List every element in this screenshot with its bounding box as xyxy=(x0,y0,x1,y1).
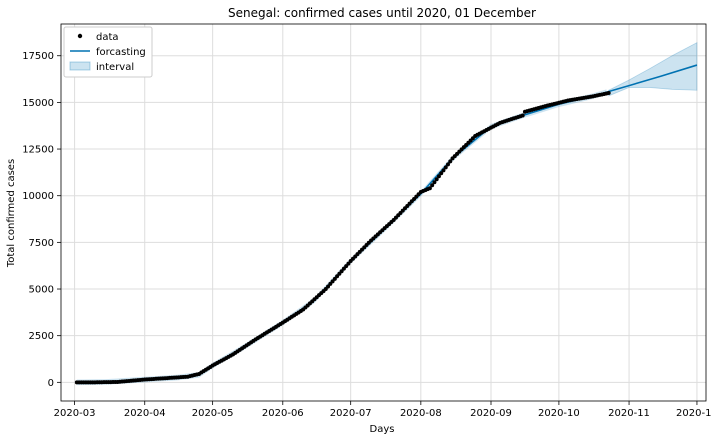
y-tick-label: 12500 xyxy=(22,145,54,156)
x-axis-label: Days xyxy=(370,424,395,435)
tick-layer: 2020-03 2020-04 2020-05 2020-06 2020-07 2020-… xyxy=(22,51,712,419)
legend-data-marker xyxy=(77,33,83,39)
plot-frame xyxy=(60,23,707,402)
y-tick-label: 15000 xyxy=(22,98,54,109)
data-point xyxy=(520,113,525,118)
legend-data-label: data xyxy=(96,32,119,43)
x-tick-label: 2020-04 xyxy=(124,408,166,419)
legend-forecast-label: forcasting xyxy=(96,47,146,58)
data-point xyxy=(606,91,611,96)
data-point xyxy=(430,183,435,188)
x-tick-label: 2020-12 xyxy=(676,408,712,419)
interval-band xyxy=(608,42,698,97)
y-tick-label: 0 xyxy=(48,378,54,389)
legend-interval-swatch xyxy=(69,61,91,71)
data-point xyxy=(436,174,441,179)
x-tick-label: 2020-11 xyxy=(608,408,650,419)
y-tick-label: 10000 xyxy=(22,191,54,202)
y-tick-label: 7500 xyxy=(29,238,54,249)
data-points-layer xyxy=(74,91,611,385)
data-point xyxy=(432,180,437,185)
x-tick-label: 2020-06 xyxy=(262,408,304,419)
data-point xyxy=(443,165,448,170)
data-point xyxy=(434,177,439,182)
legend-interval-label: interval xyxy=(96,62,134,73)
data-point xyxy=(439,171,444,176)
interval-band-layer xyxy=(76,42,698,386)
legend: data forcasting interval xyxy=(63,26,153,78)
x-tick-label: 2020-08 xyxy=(400,408,442,419)
x-tick-label: 2020-07 xyxy=(330,408,372,419)
data-point xyxy=(427,186,432,191)
data-point xyxy=(448,159,453,164)
y-axis-label: Total confirmed cases xyxy=(6,159,17,268)
y-tick-label: 17500 xyxy=(22,51,54,62)
x-tick-label: 2020-10 xyxy=(538,408,580,419)
data-point xyxy=(446,162,450,167)
data-point xyxy=(441,168,446,173)
y-tick-label: 5000 xyxy=(29,285,54,296)
x-tick-label: 2020-09 xyxy=(470,408,512,419)
x-tick-label: 2020-05 xyxy=(192,408,234,419)
x-tick-label: 2020-03 xyxy=(54,408,96,419)
y-tick-label: 2500 xyxy=(29,331,54,342)
legend-box xyxy=(63,26,153,78)
chart-title: Senegal: confirmed cases until 2020, 01 … xyxy=(228,6,536,20)
grid-layer xyxy=(61,24,706,401)
